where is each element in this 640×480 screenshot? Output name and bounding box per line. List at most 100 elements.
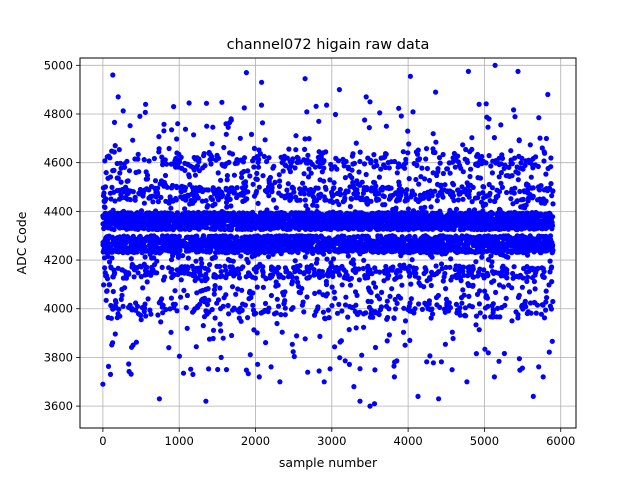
data-point — [376, 296, 383, 302]
data-point — [102, 204, 108, 210]
data-point — [176, 159, 183, 165]
data-point — [223, 267, 229, 273]
data-point — [297, 197, 303, 203]
data-point — [442, 270, 448, 277]
data-point — [400, 149, 406, 155]
data-point — [126, 168, 133, 174]
data-point — [477, 175, 484, 181]
data-point — [416, 275, 422, 281]
data-point — [256, 184, 262, 190]
data-point — [215, 297, 222, 303]
data-point — [220, 335, 226, 341]
data-point — [346, 327, 352, 333]
data-point — [173, 197, 179, 203]
data-point — [212, 254, 218, 260]
data-point — [343, 294, 349, 300]
data-point — [302, 254, 308, 260]
data-point — [205, 187, 211, 193]
data-point — [473, 322, 479, 328]
data-point — [349, 167, 355, 173]
data-point — [103, 297, 109, 303]
data-point — [105, 253, 111, 259]
data-point — [440, 194, 446, 200]
data-point — [159, 154, 165, 160]
data-point — [407, 337, 413, 343]
data-point — [324, 256, 330, 262]
data-point — [182, 167, 188, 173]
data-point — [155, 199, 161, 205]
data-point — [255, 361, 261, 367]
data-point — [447, 305, 453, 311]
data-point — [218, 328, 224, 334]
data-point — [338, 338, 344, 344]
data-point — [108, 315, 114, 321]
data-point — [331, 185, 337, 191]
data-point — [117, 313, 123, 319]
data-point — [293, 133, 299, 139]
data-point — [254, 176, 260, 182]
data-point — [142, 301, 148, 307]
data-point — [275, 282, 281, 288]
data-point — [250, 290, 256, 296]
data-point — [176, 353, 182, 359]
data-point — [337, 186, 343, 193]
data-point — [182, 185, 189, 191]
data-point — [223, 292, 229, 298]
data-point — [315, 185, 321, 191]
data-point — [469, 304, 475, 310]
data-point — [148, 311, 154, 317]
data-point — [423, 156, 429, 162]
data-point — [255, 164, 262, 170]
data-point — [158, 319, 164, 325]
data-point — [405, 150, 411, 156]
data-point — [205, 286, 211, 292]
data-point — [306, 136, 312, 142]
data-point — [476, 301, 482, 307]
data-point — [242, 179, 249, 185]
data-point — [224, 173, 230, 179]
data-point — [155, 185, 161, 191]
data-point — [221, 144, 227, 151]
data-point — [335, 158, 342, 164]
data-point — [180, 370, 187, 376]
data-point — [213, 274, 219, 280]
data-point — [302, 336, 308, 342]
data-point — [428, 282, 434, 289]
data-point — [406, 141, 412, 147]
chart-title: channel072 higain raw data — [227, 37, 430, 53]
data-point — [301, 171, 307, 177]
data-point — [162, 274, 168, 280]
data-point — [356, 169, 362, 175]
data-point — [128, 256, 134, 262]
data-point — [349, 175, 355, 181]
data-point — [234, 234, 240, 240]
data-point — [330, 256, 337, 262]
data-point — [237, 135, 243, 141]
data-point — [105, 363, 112, 369]
data-point — [245, 189, 251, 195]
data-point — [331, 180, 337, 186]
data-point — [138, 317, 144, 323]
data-point — [199, 260, 205, 266]
data-point — [253, 269, 259, 275]
data-point — [168, 295, 174, 301]
data-point — [427, 276, 433, 282]
data-point — [408, 296, 414, 302]
data-point — [289, 274, 295, 280]
data-point — [203, 100, 210, 106]
data-point — [460, 287, 466, 293]
data-point — [426, 177, 433, 184]
data-point — [373, 183, 379, 189]
data-point — [376, 197, 382, 203]
data-point — [313, 103, 319, 109]
data-point — [210, 335, 216, 342]
data-point — [402, 165, 408, 171]
data-point — [286, 146, 292, 152]
data-point — [404, 187, 410, 193]
data-point — [226, 159, 232, 165]
data-point — [327, 366, 333, 372]
data-point — [236, 275, 243, 281]
data-point — [162, 172, 169, 179]
data-point — [339, 308, 345, 314]
data-point — [211, 287, 218, 293]
